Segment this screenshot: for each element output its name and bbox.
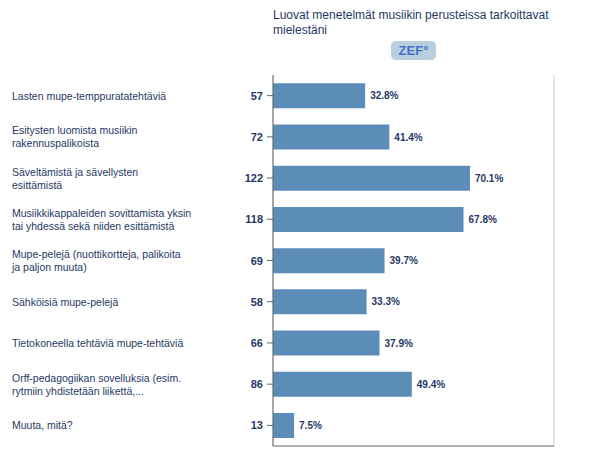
svg-text:122: 122 <box>245 172 263 184</box>
svg-text:Lasten mupe-temppuratatehtäviä: Lasten mupe-temppuratatehtäviä <box>12 90 166 102</box>
svg-text:72: 72 <box>251 131 263 143</box>
svg-text:86: 86 <box>251 378 263 390</box>
svg-text:13: 13 <box>251 419 263 431</box>
svg-text:33.3%: 33.3% <box>372 296 400 307</box>
svg-text:67.8%: 67.8% <box>469 214 497 225</box>
svg-text:Muuta, mitä?: Muuta, mitä? <box>12 419 73 431</box>
svg-text:Tietokoneella tehtäviä mupe-te: Tietokoneella tehtäviä mupe-tehtäviä <box>12 337 183 349</box>
svg-text:Sähköisiä mupe-pelejä: Sähköisiä mupe-pelejä <box>12 296 118 308</box>
svg-text:41.4%: 41.4% <box>394 132 422 143</box>
svg-text:Orff-pedagogiikan sovelluksia: Orff-pedagogiikan sovelluksia (esim.rytm… <box>12 372 181 397</box>
svg-text:Mupe-pelejä (nuottikortteja, p: Mupe-pelejä (nuottikortteja, palikoitaja… <box>11 248 181 273</box>
svg-text:57: 57 <box>251 90 263 102</box>
svg-text:Musiikkikappaleiden sovittamis: Musiikkikappaleiden sovittamista yksinta… <box>12 207 191 232</box>
svg-text:49.4%: 49.4% <box>417 379 445 390</box>
html-text:Luovat menetelmät musiikin per: Luovat menetelmät musiikin perusteissa t… <box>273 8 549 37</box>
svg-text:69: 69 <box>251 255 263 267</box>
svg-text:58: 58 <box>251 296 263 308</box>
svg-text:Säveltämistä ja sävellystenesi: Säveltämistä ja sävellystenesittämistä <box>12 166 138 191</box>
svg-text:32.8%: 32.8% <box>370 90 398 101</box>
svg-text:66: 66 <box>251 337 263 349</box>
svg-text:39.7%: 39.7% <box>390 255 418 266</box>
html-text:ZEF°: ZEF° <box>398 43 429 58</box>
svg-text:7.5%: 7.5% <box>299 420 322 431</box>
svg-text:Esitysten luomista musiikinrak: Esitysten luomista musiikinrakennuspalik… <box>12 124 138 149</box>
svg-text:70.1%: 70.1% <box>475 173 503 184</box>
svg-text:37.9%: 37.9% <box>384 338 412 349</box>
svg-text:118: 118 <box>245 213 263 225</box>
